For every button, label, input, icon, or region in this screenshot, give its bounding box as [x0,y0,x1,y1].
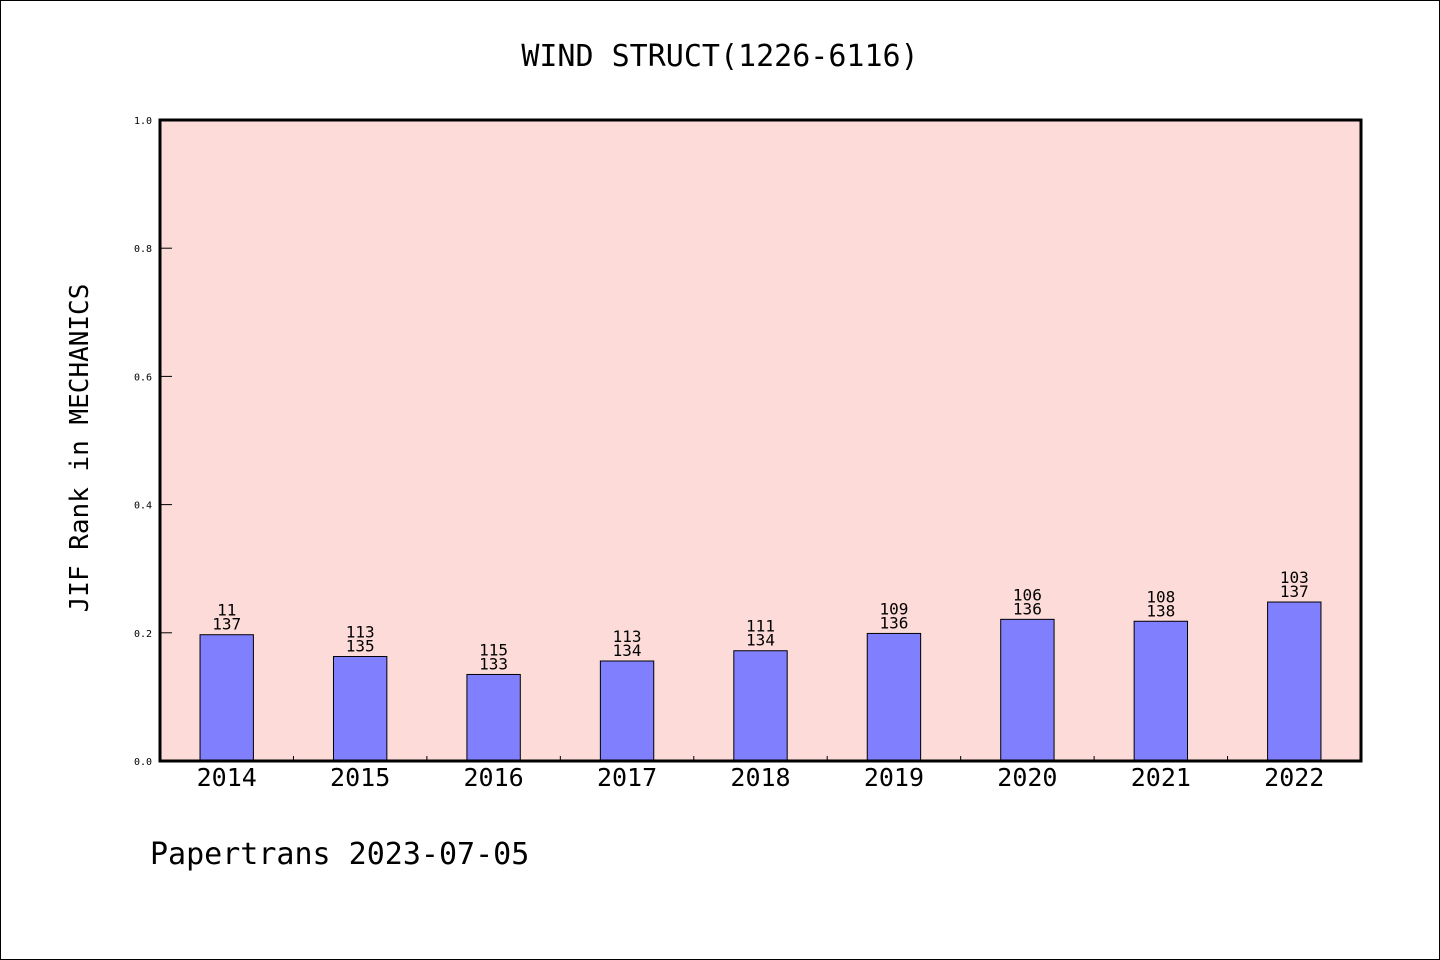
y-axis-label: JIF Rank in MECHANICS [65,284,95,613]
bar-2017 [599,660,655,762]
x-tick-label-2017: 2017 [597,763,657,792]
chart-title: WIND STRUCT(1226-6116) [521,39,918,74]
bar-2018 [733,650,788,762]
bar-2015 [332,656,388,762]
bar-label-rank-2021: 108 [1146,587,1175,606]
bar-label-rank-2017: 113 [613,627,642,646]
bar-2021 [1133,620,1189,762]
y-tick-label: 0.2 [134,629,152,640]
bar-label-rank-2018: 111 [746,617,775,636]
x-tick-label-2020: 2020 [997,763,1057,792]
y-tick-label: 0.8 [134,244,152,255]
x-tick-label-2016: 2016 [464,763,524,792]
bar-2020 [1000,618,1055,762]
x-tick-label-2022: 2022 [1264,763,1324,792]
bar-label-rank-2014: 11 [217,601,236,620]
x-axis: 2014 2015 2016 2017 2018 2019 2020 2021 2022 [197,756,1324,792]
footer-credit: Papertrans 2023-07-05 [150,837,529,872]
bar-label-rank-2016: 115 [479,640,508,659]
bar-label-total-2020: 136 [1013,599,1042,618]
bars-layer [199,601,1322,762]
bar-label-total-2017: 134 [613,641,642,660]
x-tick-label-2015: 2015 [330,763,390,792]
y-tick-label: 0.0 [134,757,152,768]
bar-2016 [466,673,521,762]
x-tick-label-2014: 2014 [197,763,257,792]
bar-2019 [866,632,922,762]
bar-label-total-2018: 134 [746,631,775,650]
x-tick-label-2021: 2021 [1131,763,1191,792]
bar-label-total-2016: 133 [479,654,508,673]
y-tick-label: 1.0 [134,116,152,127]
bar-2014 [199,634,254,762]
bar-label-total-2021: 138 [1146,601,1175,620]
y-tick-label: 0.6 [134,372,152,383]
y-tick-label: 0.4 [134,501,152,512]
plot-border [158,118,1363,763]
bar-label-rank-2015: 113 [346,623,375,642]
bar-label-rank-2022: 103 [1280,568,1309,587]
bar-label-total-2015: 135 [346,637,375,656]
bar-label-total-2019: 136 [879,613,908,632]
bar-2022 [1267,601,1322,762]
bar-label-rank-2020: 106 [1013,585,1042,604]
x-tick-label-2018: 2018 [730,763,790,792]
x-tick-label-2019: 2019 [864,763,924,792]
bar-label-rank-2019: 109 [879,599,908,618]
bar-label-total-2022: 137 [1280,582,1309,601]
bar-label-total-2014: 137 [212,615,241,634]
